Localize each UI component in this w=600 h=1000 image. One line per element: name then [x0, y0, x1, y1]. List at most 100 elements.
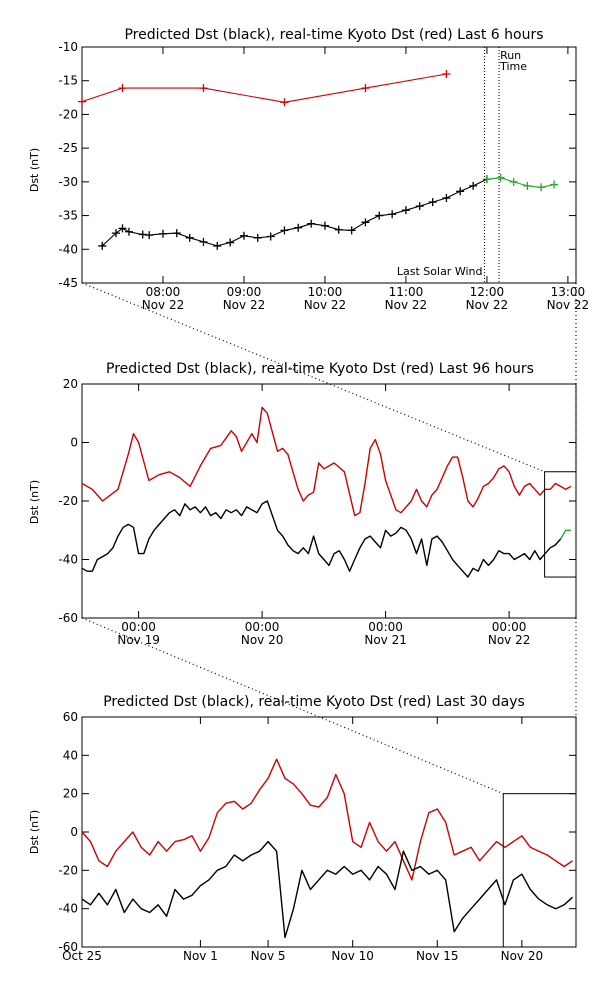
series-line — [486, 177, 555, 188]
chart-panel-6-hours: Predicted Dst (black), real-time Kyoto D… — [28, 27, 589, 312]
chart-panel-96-hours: Predicted Dst (black), real-time Kyoto D… — [28, 361, 577, 647]
data-point — [307, 219, 316, 228]
series-line — [559, 529, 571, 540]
y-tick-label: -40 — [58, 553, 78, 567]
data-point — [213, 241, 222, 250]
data-point — [442, 69, 451, 78]
data-point — [334, 225, 343, 234]
data-point — [320, 221, 329, 230]
data-point — [347, 226, 356, 235]
series-line — [101, 178, 488, 247]
series-line — [81, 500, 562, 578]
marker-label: Run — [500, 49, 521, 62]
series-line — [81, 73, 447, 103]
data-point — [118, 224, 127, 233]
x-tick-sublabel: Nov 22 — [304, 298, 347, 312]
x-tick-label: 13:00 — [551, 285, 586, 299]
y-tick-label: -40 — [58, 902, 78, 916]
x-tick-label: 00:00 — [492, 620, 527, 634]
data-point — [185, 233, 194, 242]
data-point — [253, 233, 262, 242]
zoom-connector-line — [81, 282, 545, 473]
x-tick-label: Oct 25 — [62, 949, 102, 963]
x-tick-sublabel: Nov 22 — [385, 298, 428, 312]
data-point — [496, 173, 505, 182]
x-tick-sublabel: Nov 21 — [364, 633, 407, 647]
data-point — [550, 180, 559, 189]
data-point — [537, 183, 546, 192]
data-point — [361, 84, 370, 93]
x-tick-label: Nov 1 — [183, 949, 218, 963]
zoom-connector-line — [81, 617, 504, 795]
plot-frame — [81, 716, 577, 948]
chart-panel-30-days: Predicted Dst (black), real-time Kyoto D… — [28, 694, 577, 963]
plot-frame — [81, 46, 577, 284]
data-point — [361, 218, 370, 227]
x-tick-label: Nov 10 — [331, 949, 374, 963]
series-line — [81, 758, 573, 881]
data-point — [523, 181, 532, 190]
data-point — [78, 97, 86, 106]
data-point — [118, 84, 127, 93]
x-tick-label: 00:00 — [245, 620, 280, 634]
y-tick-label: -20 — [58, 494, 78, 508]
series-line — [81, 840, 574, 939]
data-point — [388, 210, 397, 219]
data-point — [456, 187, 465, 196]
data-point — [401, 206, 410, 215]
data-point — [124, 227, 133, 236]
y-tick-label: 0 — [70, 436, 78, 450]
data-point — [428, 198, 437, 207]
x-tick-sublabel: Nov 22 — [142, 298, 185, 312]
y-tick-label: -25 — [58, 141, 78, 155]
y-tick-label: 0 — [70, 825, 78, 839]
data-point — [226, 238, 235, 247]
data-point — [145, 231, 154, 240]
y-tick-label: -10 — [58, 40, 78, 54]
data-point — [415, 202, 424, 211]
y-tick-label: 20 — [63, 787, 78, 801]
data-point — [280, 226, 289, 235]
y-axis-label: Dst (nT) — [28, 148, 41, 192]
x-tick-label: 09:00 — [227, 285, 262, 299]
chart-title: Predicted Dst (black), real-time Kyoto D… — [103, 694, 525, 710]
series-line — [81, 406, 572, 517]
x-tick-label: Nov 20 — [501, 949, 544, 963]
marker-label: Last Solar Wind — [397, 265, 483, 278]
zoom-box — [544, 471, 577, 578]
y-tick-label: -20 — [58, 107, 78, 121]
x-tick-label: Nov 5 — [251, 949, 286, 963]
x-tick-label: 00:00 — [121, 620, 156, 634]
data-point — [266, 232, 275, 241]
data-point — [469, 181, 478, 190]
y-axis-label: Dst (nT) — [28, 480, 41, 524]
x-tick-sublabel: Nov 20 — [241, 633, 284, 647]
y-tick-label: -45 — [58, 276, 78, 290]
data-point — [112, 229, 121, 238]
plot-frame — [81, 383, 577, 619]
x-tick-label: 12:00 — [470, 285, 505, 299]
x-tick-label: Nov 15 — [416, 949, 459, 963]
marker-label: Time — [499, 60, 527, 73]
x-tick-label: 11:00 — [389, 285, 424, 299]
y-tick-label: -40 — [58, 242, 78, 256]
x-tick-label: 10:00 — [308, 285, 343, 299]
x-tick-sublabel: Nov 22 — [547, 298, 590, 312]
data-point — [138, 230, 147, 239]
zoom-connectors — [81, 282, 577, 795]
data-point — [199, 84, 208, 93]
data-point — [199, 237, 208, 246]
y-tick-label: -15 — [58, 74, 78, 88]
y-tick-label: 40 — [63, 748, 78, 762]
data-point — [442, 194, 451, 203]
x-tick-label: 00:00 — [368, 620, 403, 634]
data-point — [509, 177, 518, 186]
data-point — [375, 211, 384, 220]
data-point — [280, 98, 289, 107]
y-tick-label: -30 — [58, 175, 78, 189]
x-tick-sublabel: Nov 22 — [488, 633, 531, 647]
y-tick-label: -60 — [58, 611, 78, 625]
x-tick-sublabel: Nov 19 — [117, 633, 160, 647]
y-axis-label: Dst (nT) — [28, 810, 41, 854]
